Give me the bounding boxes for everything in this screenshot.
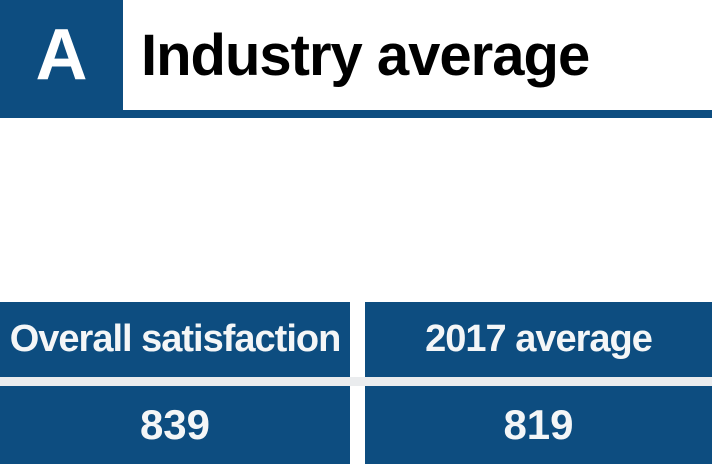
2017-average-header-cell: 2017 average [365, 302, 712, 377]
header-accent-bar [0, 110, 712, 118]
title-box: Industry average [123, 0, 712, 110]
content-spacer [0, 118, 712, 302]
header: A Industry average [0, 0, 712, 110]
section-letter-badge: A [0, 0, 123, 110]
2017-average-value-cell: 819 [365, 386, 712, 464]
section-letter: A [35, 15, 88, 95]
stats-table: Overall satisfaction 2017 average 839 81… [0, 302, 712, 464]
page-title: Industry average [141, 22, 590, 88]
overall-satisfaction-header-cell: Overall satisfaction [0, 302, 350, 377]
stats-row-divider [0, 377, 712, 386]
stats-header-row: Overall satisfaction 2017 average [0, 302, 712, 377]
stats-value-row: 839 819 [0, 386, 712, 464]
overall-satisfaction-value-cell: 839 [0, 386, 350, 464]
